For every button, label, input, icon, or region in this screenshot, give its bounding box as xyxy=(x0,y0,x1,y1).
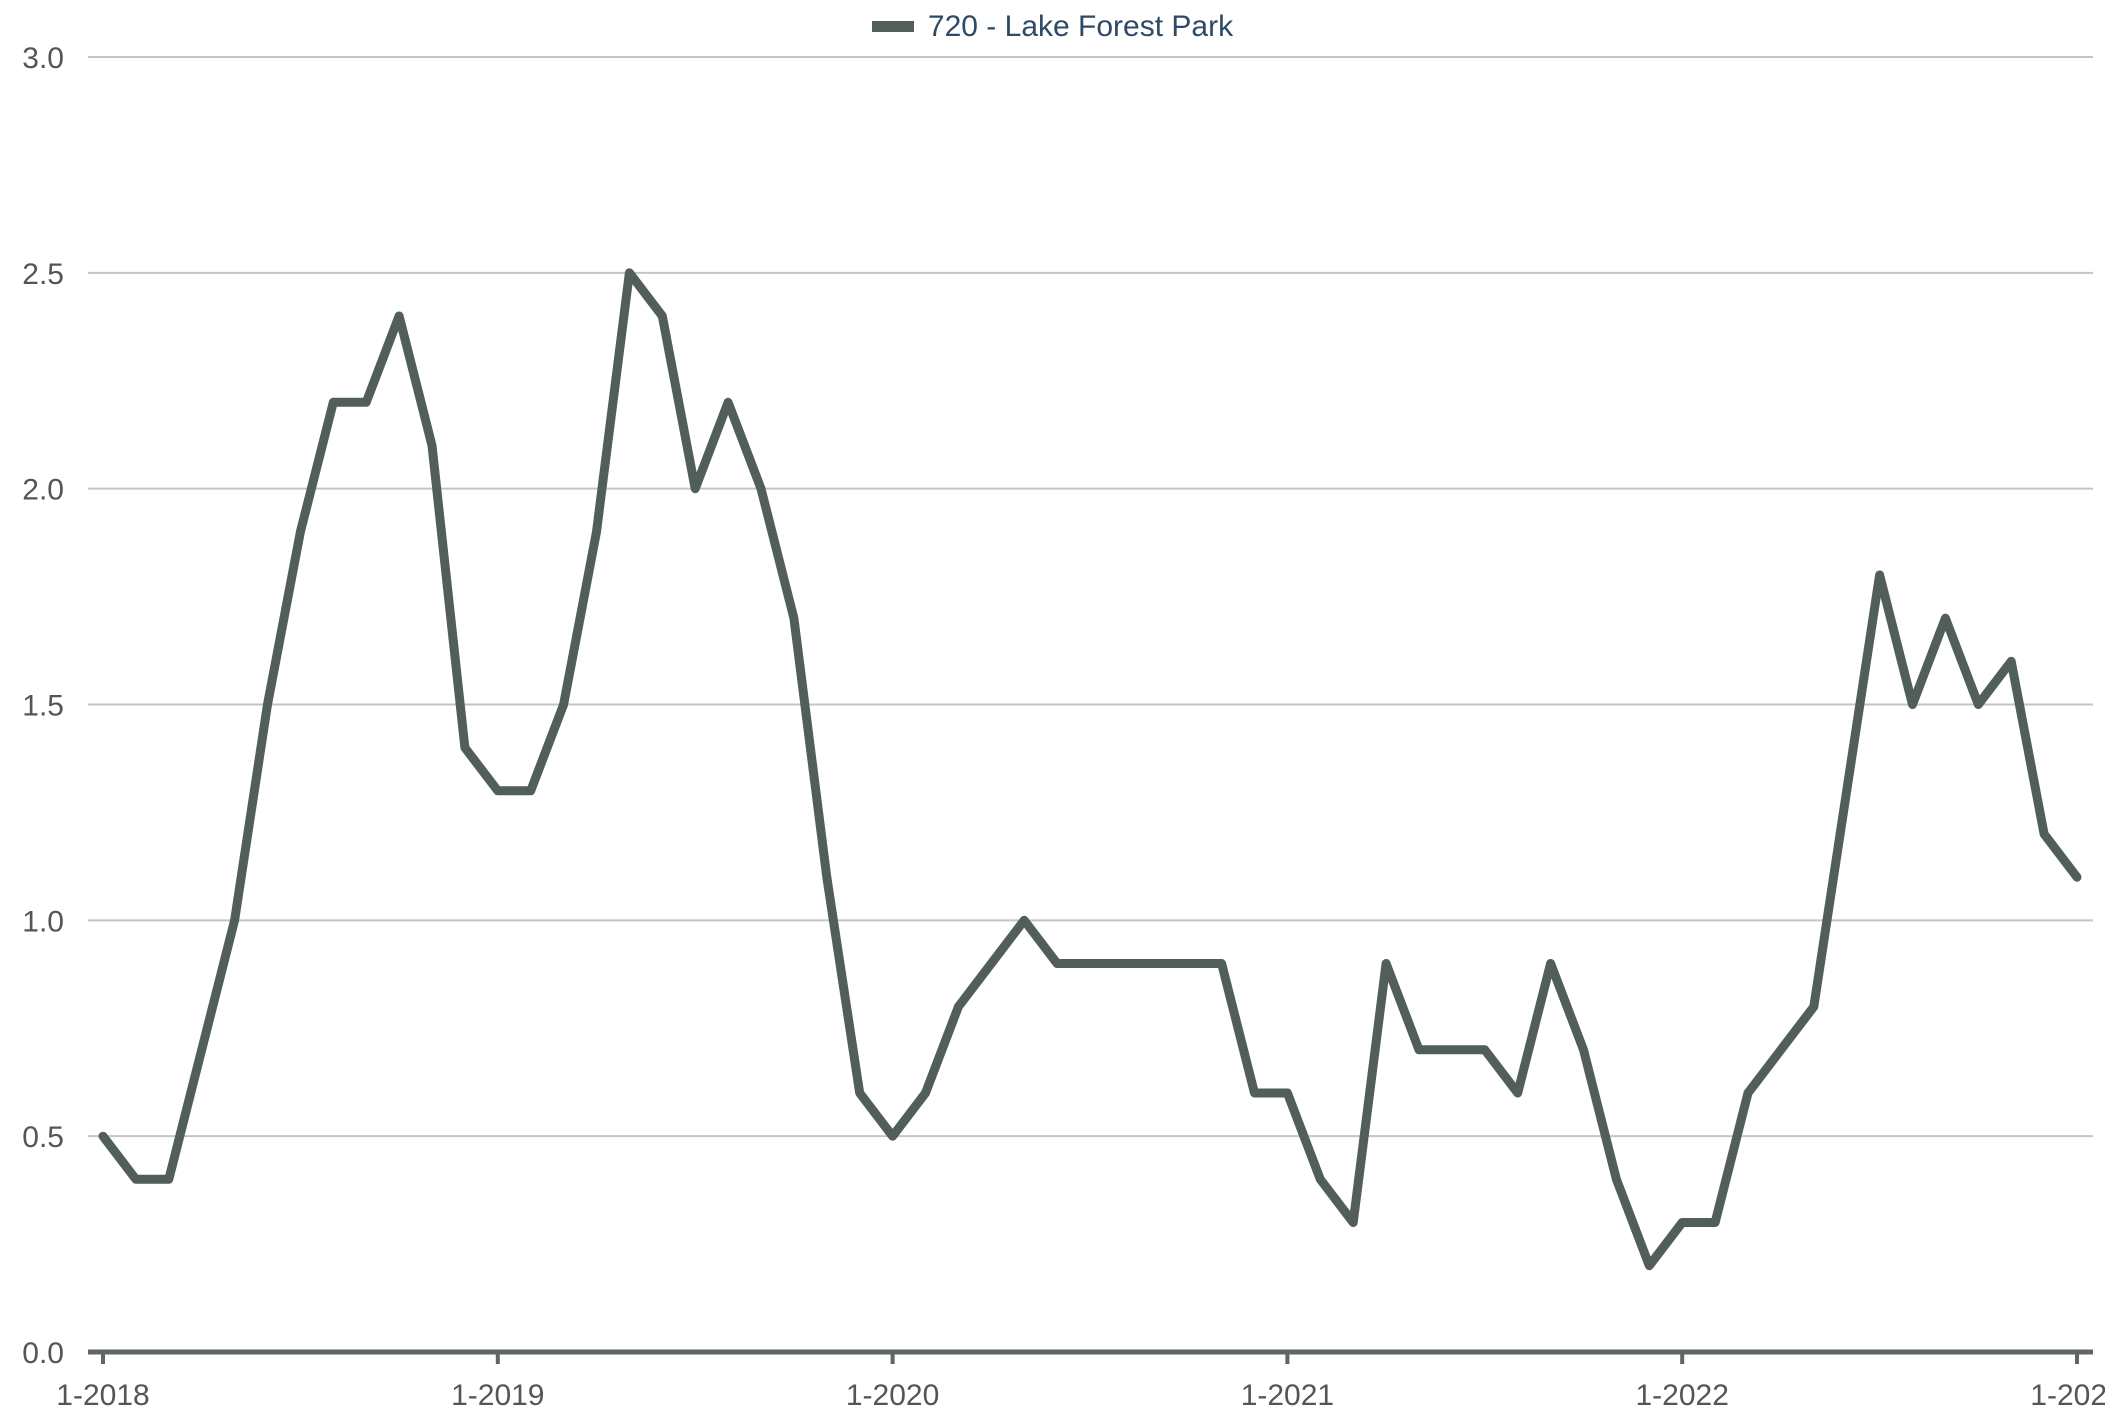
legend-item: 720 - Lake Forest Park xyxy=(871,9,1234,44)
series-line xyxy=(98,268,2082,1271)
gridlines xyxy=(88,56,2093,1138)
x-tick-label: 1-2019 xyxy=(451,1379,544,1410)
y-tick-label: 0.5 xyxy=(22,1121,64,1154)
y-axis-ticks: 0.0 0.5 1.0 1.5 2.0 2.5 3.0 xyxy=(22,42,64,1370)
y-tick-label: 3.0 xyxy=(22,42,64,75)
x-tick-label: 1-2022 xyxy=(1635,1379,1728,1410)
y-tick-label: 2.0 xyxy=(22,474,64,507)
legend-swatch xyxy=(871,21,914,32)
chart-legend: 720 - Lake Forest Park xyxy=(0,6,2105,44)
x-tick-label: 1-2021 xyxy=(1241,1379,1334,1410)
legend-label: 720 - Lake Forest Park xyxy=(927,9,1234,43)
x-tick-label: 1-2020 xyxy=(846,1379,939,1410)
series-lines xyxy=(98,268,2082,1271)
y-tick-label: 1.0 xyxy=(22,905,64,938)
y-tick-label: 0.0 xyxy=(22,1337,64,1370)
x-tick-label: 1-2018 xyxy=(56,1379,149,1410)
x-axis: 1-2018 1-2019 1-2020 1-2021 1-2022 1-2023 xyxy=(56,1349,2105,1410)
y-tick-label: 2.5 xyxy=(22,258,64,291)
y-tick-label: 1.5 xyxy=(22,690,64,723)
x-tick-label: 1-2023 xyxy=(2030,1379,2105,1410)
